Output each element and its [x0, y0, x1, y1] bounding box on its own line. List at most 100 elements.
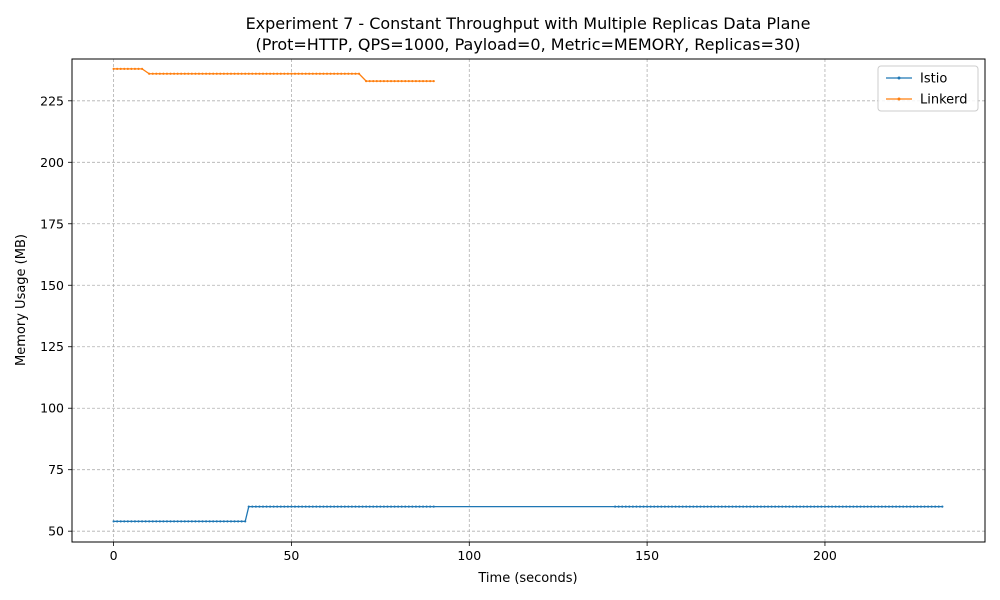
data-point	[926, 505, 930, 508]
data-point	[254, 72, 257, 75]
data-point	[361, 505, 364, 508]
data-point	[386, 80, 389, 83]
data-point	[247, 72, 250, 75]
data-point	[197, 520, 201, 523]
data-point	[311, 505, 314, 508]
data-point	[336, 72, 339, 75]
data-point	[311, 72, 314, 75]
data-point	[631, 505, 634, 508]
data-point	[123, 520, 126, 523]
data-point	[272, 505, 275, 508]
data-point	[137, 67, 140, 70]
data-point	[731, 505, 734, 508]
data-point	[190, 520, 193, 523]
data-point	[798, 505, 802, 508]
data-point	[126, 520, 129, 523]
data-point	[663, 505, 667, 508]
data-point	[155, 72, 158, 75]
data-point	[301, 505, 304, 508]
data-point	[930, 505, 933, 508]
data-point	[194, 520, 197, 523]
data-point	[350, 72, 354, 75]
data-point	[706, 505, 709, 508]
data-point	[774, 505, 777, 508]
data-point	[347, 72, 350, 75]
data-point	[813, 505, 816, 508]
data-point	[855, 505, 859, 508]
data-point	[382, 80, 386, 83]
data-point	[190, 72, 193, 75]
data-point	[692, 505, 695, 508]
series-line-istio	[113, 505, 943, 522]
data-point	[272, 72, 275, 75]
legend-label-istio: Istio	[920, 72, 947, 87]
data-point	[244, 520, 247, 523]
data-point	[372, 505, 375, 508]
data-point	[845, 505, 848, 508]
data-point	[276, 72, 279, 75]
data-point	[734, 505, 738, 508]
data-point	[261, 505, 265, 508]
data-point	[685, 505, 688, 508]
data-point	[172, 72, 176, 75]
data-point	[237, 520, 240, 523]
data-point	[414, 505, 418, 508]
x-axis-label: Time (seconds)	[477, 571, 577, 586]
data-point	[322, 72, 325, 75]
data-point	[201, 72, 204, 75]
data-point	[404, 80, 407, 83]
data-point	[130, 67, 133, 70]
data-point	[891, 505, 894, 508]
data-point	[172, 520, 176, 523]
data-point	[937, 505, 940, 508]
data-point	[169, 72, 172, 75]
data-point	[418, 505, 421, 508]
data-point	[357, 505, 361, 508]
data-point	[425, 505, 428, 508]
data-point	[180, 72, 183, 75]
data-point	[162, 72, 165, 75]
data-point	[158, 72, 161, 75]
data-point	[297, 72, 300, 75]
data-point	[151, 520, 154, 523]
data-point	[397, 505, 400, 508]
data-point	[624, 505, 627, 508]
grid	[72, 59, 985, 542]
data-point	[934, 505, 937, 508]
data-point	[429, 80, 432, 83]
data-point	[133, 520, 137, 523]
data-point	[727, 505, 731, 508]
chart-title: Experiment 7 - Constant Throughput with …	[246, 14, 811, 33]
chart-subtitle: (Prot=HTTP, QPS=1000, Payload=0, Metric=…	[255, 35, 800, 54]
data-point	[144, 520, 147, 523]
data-point	[784, 505, 787, 508]
data-point	[827, 505, 830, 508]
data-point	[226, 520, 229, 523]
data-point	[357, 72, 361, 75]
data-point	[290, 72, 293, 75]
data-point	[372, 80, 375, 83]
data-point	[283, 72, 286, 75]
data-point	[194, 72, 197, 75]
data-point	[148, 520, 151, 523]
data-point	[212, 72, 215, 75]
data-point	[140, 520, 144, 523]
data-point	[240, 520, 243, 523]
data-point	[279, 72, 282, 75]
data-point	[646, 505, 649, 508]
plot-frame	[71, 58, 986, 543]
series-linkerd	[112, 67, 435, 83]
series-layer	[112, 67, 944, 523]
data-point	[752, 505, 755, 508]
data-point	[894, 505, 898, 508]
data-point	[425, 80, 428, 83]
data-point	[137, 520, 140, 523]
data-point	[340, 505, 343, 508]
data-point	[660, 505, 663, 508]
data-point	[638, 505, 642, 508]
data-point	[365, 505, 368, 508]
data-point	[308, 505, 311, 508]
data-point	[237, 72, 240, 75]
data-point	[276, 505, 279, 508]
data-point	[877, 505, 880, 508]
